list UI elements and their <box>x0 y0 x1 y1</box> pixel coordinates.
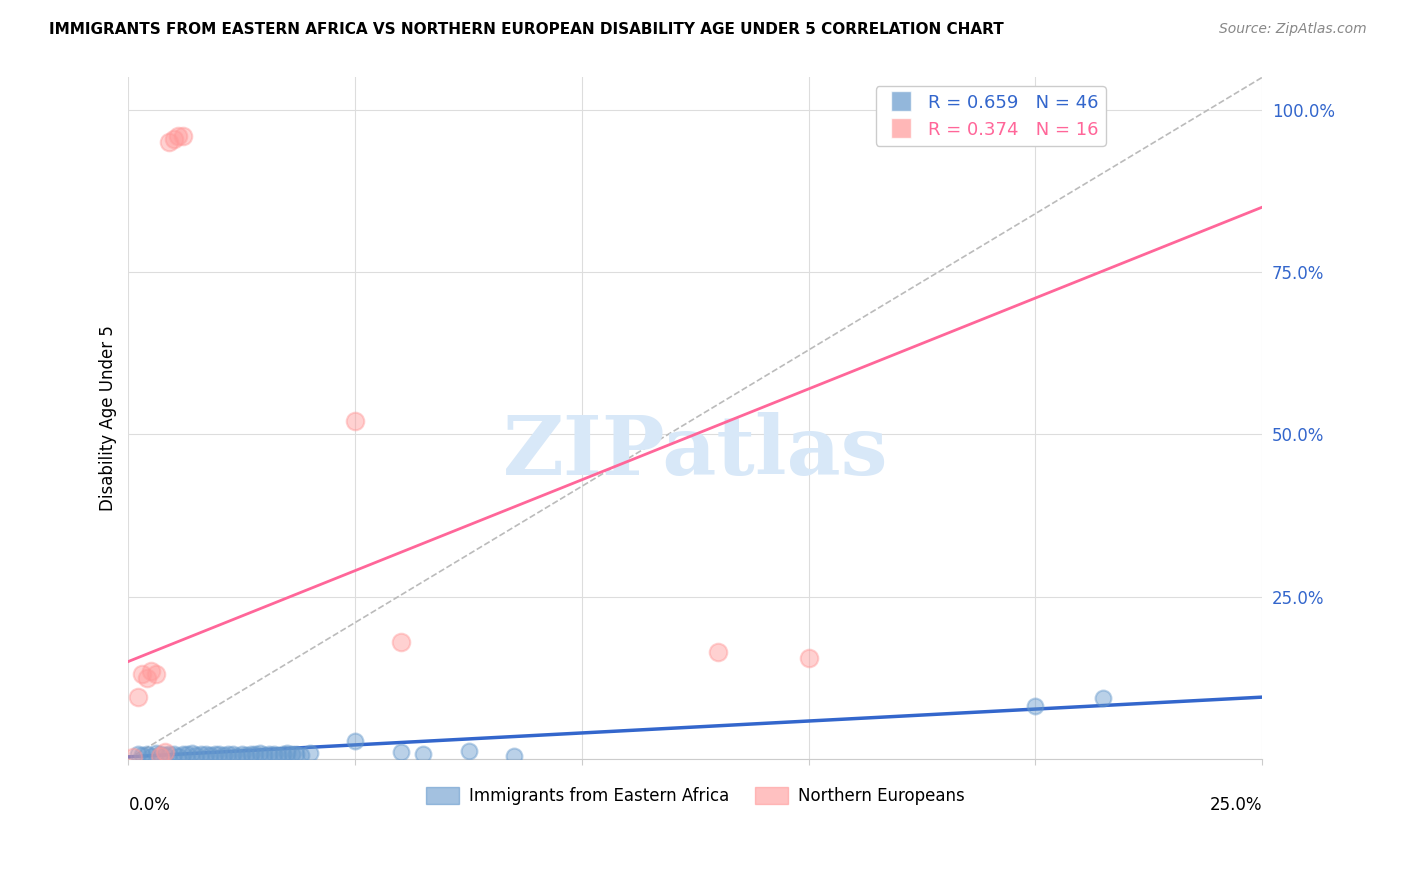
Point <box>1092 691 1115 706</box>
Point <box>412 747 434 761</box>
Point <box>172 747 194 761</box>
Point <box>249 746 271 760</box>
Point <box>276 746 298 760</box>
Point <box>1024 698 1046 713</box>
Text: Source: ZipAtlas.com: Source: ZipAtlas.com <box>1219 22 1367 37</box>
Y-axis label: Disability Age Under 5: Disability Age Under 5 <box>100 326 117 511</box>
Point <box>204 747 226 762</box>
Point <box>389 745 412 759</box>
Text: 0.0%: 0.0% <box>128 797 170 814</box>
Point <box>139 748 162 763</box>
Point <box>245 747 267 762</box>
Point <box>217 747 239 762</box>
Point <box>198 747 221 762</box>
Point <box>131 747 153 762</box>
Point <box>263 747 285 762</box>
Legend: Immigrants from Eastern Africa, Northern Europeans: Immigrants from Eastern Africa, Northern… <box>419 780 972 812</box>
Text: ZIPatlas: ZIPatlas <box>502 412 889 492</box>
Point <box>280 747 302 762</box>
Point <box>131 667 153 681</box>
Point <box>157 136 180 150</box>
Point <box>127 690 149 705</box>
Point <box>181 746 204 760</box>
Point <box>135 671 157 685</box>
Point <box>235 747 257 762</box>
Point <box>457 744 479 758</box>
Point <box>344 414 367 428</box>
Point <box>163 132 186 146</box>
Point <box>298 746 321 760</box>
Point <box>389 635 412 649</box>
Point <box>122 749 145 764</box>
Point <box>194 747 217 761</box>
Point <box>167 128 190 143</box>
Point <box>239 747 262 761</box>
Point <box>208 747 231 761</box>
Point <box>344 733 367 747</box>
Text: 25.0%: 25.0% <box>1209 797 1263 814</box>
Point <box>149 747 172 762</box>
Point <box>285 747 308 761</box>
Point <box>163 747 186 762</box>
Point <box>139 664 162 678</box>
Point <box>153 745 176 759</box>
Point <box>127 747 149 761</box>
Point <box>226 748 249 763</box>
Point <box>153 747 176 762</box>
Point <box>172 128 194 143</box>
Point <box>176 747 198 762</box>
Point <box>190 747 212 762</box>
Text: IMMIGRANTS FROM EASTERN AFRICA VS NORTHERN EUROPEAN DISABILITY AGE UNDER 5 CORRE: IMMIGRANTS FROM EASTERN AFRICA VS NORTHE… <box>49 22 1004 37</box>
Point <box>222 747 245 761</box>
Point <box>186 747 208 762</box>
Point <box>502 748 524 763</box>
Point <box>145 746 167 760</box>
Point <box>149 748 172 763</box>
Point <box>145 667 167 681</box>
Point <box>707 645 730 659</box>
Point <box>257 747 280 761</box>
Point <box>212 747 235 762</box>
Point <box>167 748 190 763</box>
Point <box>271 747 294 761</box>
Point <box>290 747 312 762</box>
Point <box>267 747 290 762</box>
Point <box>231 747 253 762</box>
Point <box>797 651 820 665</box>
Point <box>157 747 180 761</box>
Point <box>253 747 276 762</box>
Point <box>135 747 157 762</box>
